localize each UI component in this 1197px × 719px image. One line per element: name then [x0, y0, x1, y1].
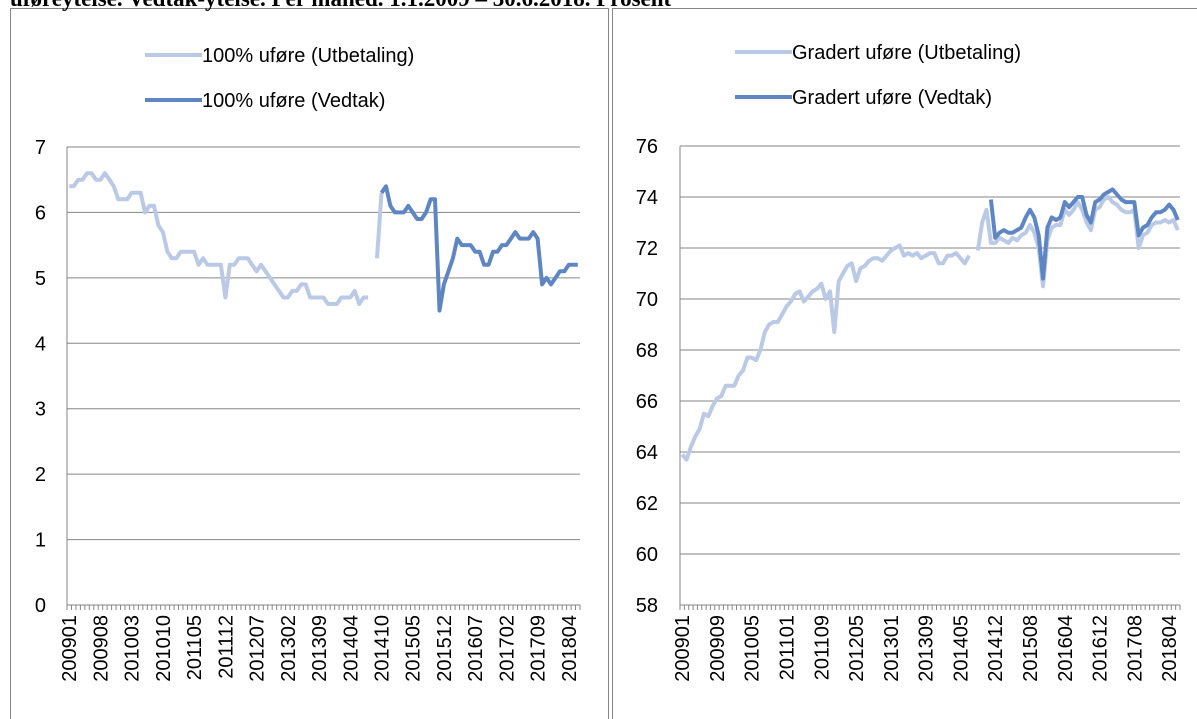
x-tick-label: 201309 [309, 615, 331, 682]
y-tick-label: 1 [35, 530, 46, 552]
x-tick-label: 201410 [371, 615, 393, 682]
x-tick-label: 201205 [846, 615, 868, 682]
y-tick-label: 70 [636, 289, 658, 311]
y-tick-label: 2 [35, 464, 46, 486]
panel-frame [612, 8, 1197, 719]
x-tick-label: 201804 [559, 615, 581, 682]
legend-label: Gradert uføre (Utbetaling) [792, 42, 1021, 64]
y-tick-label: 6 [35, 202, 46, 224]
x-tick-label: 201612 [1090, 615, 1112, 682]
panel-frame [10, 8, 609, 719]
x-tick-label: 201702 [496, 615, 518, 682]
x-tick-label: 201109 [811, 615, 833, 680]
y-tick-label: 4 [35, 333, 46, 355]
x-tick-label: 201804 [1159, 615, 1181, 682]
series-line [379, 184, 578, 313]
x-tick-label: 201207 [247, 615, 269, 682]
series-line [375, 192, 384, 259]
x-tick-label: 201405 [950, 615, 972, 682]
page-title: uføreytelse. Vedtak-ytelse. Per måned. 1… [10, 0, 672, 11]
legend-label: 100% uføre (Utbetaling) [202, 45, 414, 67]
y-tick-label: 66 [636, 391, 658, 413]
y-tick-label: 68 [636, 340, 658, 362]
x-tick-label: 201301 [881, 615, 903, 682]
y-tick-label: 76 [636, 136, 658, 158]
y-tick-label: 60 [636, 544, 658, 566]
x-tick-label: 201309 [916, 615, 938, 682]
x-tick-label: 201607 [465, 615, 487, 682]
x-tick-label: 201512 [434, 615, 456, 682]
series-line [975, 195, 1180, 289]
x-tick-label: 201404 [340, 615, 362, 682]
y-tick-label: 7 [35, 137, 46, 159]
x-tick-label: 200908 [90, 615, 112, 682]
y-tick-label: 64 [636, 442, 658, 464]
x-tick-label: 201505 [403, 615, 425, 682]
x-tick-label: 201412 [985, 615, 1007, 682]
x-tick-label: 201003 [122, 615, 144, 682]
x-tick-label: 201709 [528, 615, 550, 682]
x-tick-label: 201005 [742, 615, 764, 682]
series-line [988, 187, 1180, 281]
y-tick-label: 0 [35, 595, 46, 617]
y-tick-label: 58 [636, 595, 658, 617]
series-line [69, 171, 369, 306]
x-tick-label: 200909 [707, 615, 729, 682]
x-tick-label: 200901 [672, 615, 694, 682]
legend-label: 100% uføre (Vedtak) [202, 90, 385, 112]
y-tick-label: 5 [35, 268, 46, 290]
y-tick-label: 62 [636, 493, 658, 515]
x-tick-label: 201302 [278, 615, 300, 682]
y-tick-label: 74 [636, 187, 658, 209]
x-tick-label: 201010 [153, 615, 175, 682]
y-tick-label: 3 [35, 399, 46, 421]
x-tick-label: 201112 [215, 615, 237, 679]
x-tick-label: 201604 [1055, 615, 1077, 682]
x-tick-label: 200901 [59, 615, 81, 682]
x-tick-label: 201508 [1020, 615, 1042, 682]
series-line [680, 243, 971, 462]
x-tick-label: 201101 [777, 615, 799, 680]
x-tick-label: 201708 [1124, 615, 1146, 682]
x-tick-label: 201105 [184, 615, 206, 680]
y-tick-label: 72 [636, 238, 658, 260]
legend-label: Gradert uføre (Vedtak) [792, 87, 992, 109]
